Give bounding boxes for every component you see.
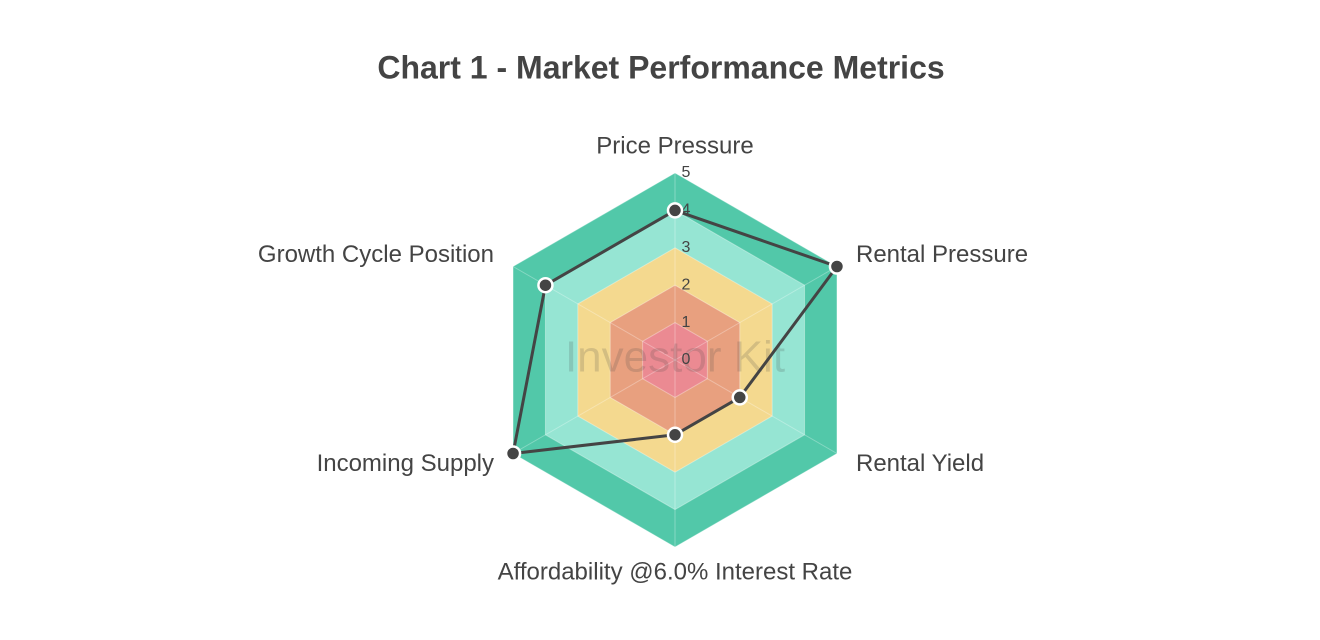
data-point bbox=[666, 426, 684, 444]
r-tick-label: 2 bbox=[682, 276, 691, 293]
axis-label: Rental Pressure bbox=[856, 241, 1028, 268]
data-point bbox=[504, 445, 522, 462]
axis-label: Price Pressure bbox=[596, 132, 753, 159]
axis-label: Incoming Supply bbox=[317, 450, 494, 477]
axis-line bbox=[512, 359, 676, 454]
data-point bbox=[828, 258, 846, 275]
r-tick-label: 5 bbox=[682, 164, 691, 181]
axis-label: Rental Yield bbox=[856, 450, 984, 477]
data-point bbox=[666, 202, 684, 219]
axis-line bbox=[674, 266, 838, 361]
data-point bbox=[537, 276, 554, 294]
chart-title: Chart 1 - Market Performance Metrics bbox=[377, 49, 944, 85]
watermark: Investor Kit bbox=[565, 333, 785, 382]
data-point bbox=[731, 389, 749, 406]
axis-label: Growth Cycle Position bbox=[258, 241, 494, 268]
axis-line bbox=[674, 359, 838, 454]
r-tick-label: 3 bbox=[682, 239, 691, 256]
grid-band bbox=[642, 322, 708, 398]
r-tick-label: 0 bbox=[682, 351, 691, 368]
r-tick-label: 1 bbox=[682, 314, 691, 331]
r-tick-label: 4 bbox=[682, 202, 691, 219]
axis-label: Affordability @6.0% Interest Rate bbox=[498, 558, 853, 585]
